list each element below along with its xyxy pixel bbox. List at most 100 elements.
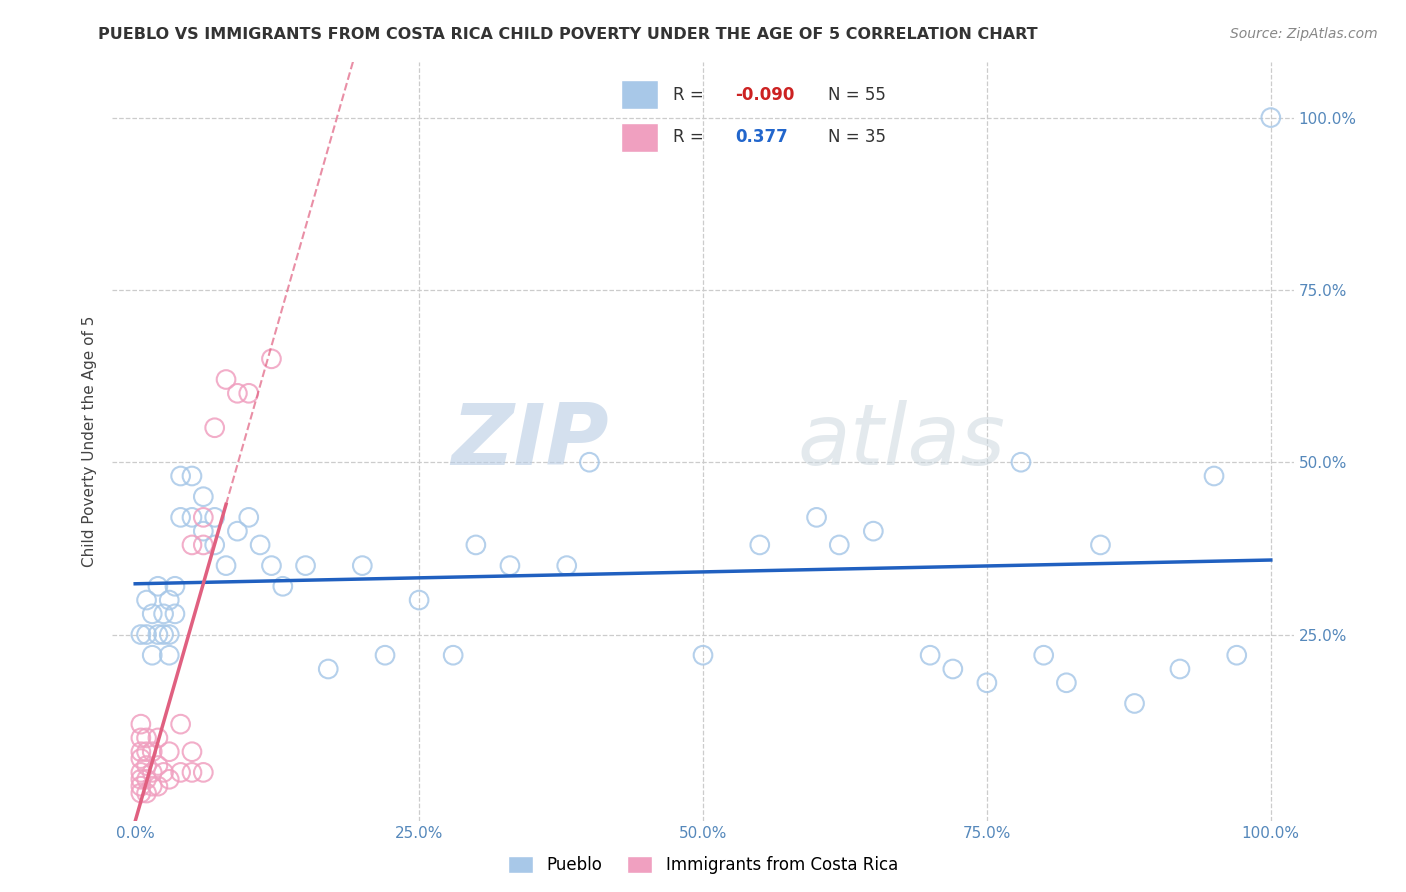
Point [181,510,204,524]
Point [408,593,430,607]
Point [204,510,226,524]
Point [294,558,316,573]
Legend: Pueblo, Immigrants from Costa Rica: Pueblo, Immigrants from Costa Rica [502,849,904,880]
Point [169,510,191,524]
Point [1168,662,1191,676]
Point [260,558,283,573]
Point [157,648,180,663]
Point [129,717,152,731]
Point [1202,469,1225,483]
Point [152,765,174,780]
FancyBboxPatch shape [621,80,658,109]
Point [942,662,965,676]
Point [163,579,186,593]
Point [146,779,169,793]
Point [578,455,600,469]
Point [193,510,215,524]
Point [146,627,169,641]
Point [135,786,157,800]
Point [1123,697,1146,711]
Point [238,510,260,524]
Point [238,386,260,401]
Point [169,717,191,731]
Point [316,662,339,676]
Point [499,558,522,573]
FancyBboxPatch shape [621,123,658,152]
Point [920,648,942,663]
Point [374,648,396,663]
Point [1032,648,1054,663]
Point [157,745,180,759]
Text: ZIP: ZIP [451,400,609,483]
Text: Source: ZipAtlas.com: Source: ZipAtlas.com [1230,27,1378,41]
Point [193,538,215,552]
Point [828,538,851,552]
Point [135,627,157,641]
Point [226,386,249,401]
Text: N = 35: N = 35 [828,128,886,146]
Point [806,510,828,524]
Point [249,538,271,552]
Point [555,558,578,573]
Point [226,524,249,538]
Point [129,765,152,780]
Point [271,579,294,593]
Point [135,758,157,772]
Point [976,675,998,690]
Text: -0.090: -0.090 [735,86,794,103]
Point [146,758,169,772]
Point [215,558,238,573]
Point [692,648,714,663]
Point [129,772,152,787]
Point [204,421,226,435]
Point [181,538,204,552]
Point [129,745,152,759]
Point [169,765,191,780]
Text: 0.377: 0.377 [735,128,789,146]
Point [141,745,163,759]
Text: atlas: atlas [797,400,1005,483]
Text: PUEBLO VS IMMIGRANTS FROM COSTA RICA CHILD POVERTY UNDER THE AGE OF 5 CORRELATIO: PUEBLO VS IMMIGRANTS FROM COSTA RICA CHI… [98,27,1038,42]
Point [215,372,238,386]
Point [146,731,169,745]
Point [141,779,163,793]
Text: R =: R = [673,86,704,103]
Point [181,745,204,759]
Point [135,593,157,607]
Point [129,751,152,765]
Text: N = 55: N = 55 [828,86,886,103]
Point [141,607,163,621]
Point [152,607,174,621]
Point [141,648,163,663]
Point [129,731,152,745]
Point [748,538,770,552]
Point [169,469,191,483]
Point [204,538,226,552]
Point [141,765,163,780]
Text: R =: R = [673,128,704,146]
Point [1090,538,1112,552]
Point [157,772,180,787]
Point [135,731,157,745]
Point [1054,675,1077,690]
Y-axis label: Child Poverty Under the Age of 5: Child Poverty Under the Age of 5 [82,316,97,567]
Point [1260,111,1282,125]
Point [135,772,157,787]
Point [129,627,152,641]
Point [129,786,152,800]
Point [260,351,283,366]
Point [1010,455,1032,469]
Point [181,765,204,780]
Point [1226,648,1249,663]
Point [441,648,464,663]
Point [193,765,215,780]
Point [129,779,152,793]
Point [862,524,884,538]
Point [163,607,186,621]
Point [152,627,174,641]
Point [135,745,157,759]
Point [193,524,215,538]
Point [352,558,374,573]
Point [464,538,486,552]
Point [146,579,169,593]
